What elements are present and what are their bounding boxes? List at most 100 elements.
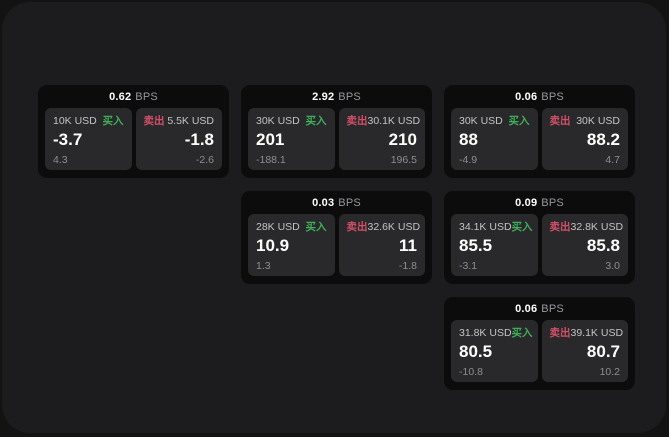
bps-value: 0.06 — [515, 90, 538, 103]
panel-top-row: 10K USD 买入 — [53, 115, 124, 127]
buy-size-label: 10K USD — [53, 115, 97, 127]
card-header: 0.03 BPS — [241, 191, 432, 214]
quote-card: 0.62 BPS 10K USD 买入 -3.7 4.3 卖出 — [38, 85, 229, 178]
sell-price-value: 88.2 — [586, 130, 620, 149]
bps-value: 0.09 — [515, 196, 538, 209]
buy-delta-value: -3.1 — [459, 260, 478, 272]
panel-top-row: 34.1K USD 买入 — [459, 221, 533, 233]
sell-price-value: 80.7 — [586, 342, 620, 361]
buy-panel[interactable]: 10K USD 买入 -3.7 4.3 — [45, 108, 132, 170]
sell-size-label: 5.5K USD — [167, 115, 214, 127]
sell-panel[interactable]: 卖出 30K USD 88.2 4.7 — [541, 108, 628, 170]
card-header: 0.09 BPS — [444, 191, 635, 214]
sell-side-label: 卖出 — [549, 115, 571, 127]
sell-delta-value: 4.7 — [605, 154, 620, 166]
buy-panel[interactable]: 28K USD 买入 10.9 1.3 — [248, 214, 335, 276]
quote-column-2: 2.92 BPS 30K USD 买入 201 -188.1 卖出 — [241, 85, 432, 284]
buy-panel[interactable]: 31.8K USD 买入 80.5 -10.8 — [451, 320, 538, 382]
quote-card: 0.06 BPS 30K USD 买入 88 -4.9 卖出 — [444, 85, 635, 178]
buy-price-value: -3.7 — [53, 130, 83, 149]
buy-delta-value: 1.3 — [256, 260, 271, 272]
sell-size-label: 30K USD — [576, 115, 620, 127]
sell-panel[interactable]: 卖出 30.1K USD 210 196.5 — [338, 108, 425, 170]
sell-delta-value: 196.5 — [390, 154, 417, 166]
sell-delta-value: 3.0 — [605, 260, 620, 272]
buy-size-label: 30K USD — [459, 115, 503, 127]
card-header: 0.62 BPS — [38, 85, 229, 108]
panel-top-row: 31.8K USD 买入 — [459, 327, 533, 339]
buy-size-label: 34.1K USD — [459, 221, 512, 233]
quote-column-1: 0.62 BPS 10K USD 买入 -3.7 4.3 卖出 — [38, 85, 229, 178]
sell-delta-value: 10.2 — [599, 366, 620, 378]
sell-price-value: -1.8 — [184, 130, 214, 149]
bps-unit-label: BPS — [541, 302, 564, 315]
panel-top-row: 卖出 32.8K USD — [549, 221, 624, 233]
buy-size-label: 31.8K USD — [459, 327, 512, 339]
bps-value: 0.62 — [109, 90, 132, 103]
buy-price-value: 85.5 — [459, 236, 493, 255]
buy-side-label: 买入 — [305, 115, 327, 127]
card-body: 31.8K USD 买入 80.5 -10.8 卖出 39.1K USD 80.… — [444, 320, 635, 382]
card-header: 2.92 BPS — [241, 85, 432, 108]
sell-side-label: 卖出 — [346, 221, 368, 233]
app-surface: 0.62 BPS 10K USD 买入 -3.7 4.3 卖出 — [2, 2, 666, 433]
bps-value: 0.06 — [515, 302, 538, 315]
panel-top-row: 卖出 30.1K USD — [346, 115, 421, 127]
panel-top-row: 卖出 32.6K USD — [346, 221, 421, 233]
sell-size-label: 32.6K USD — [367, 221, 421, 233]
buy-price-value: 88 — [459, 130, 478, 149]
panel-top-row: 卖出 39.1K USD — [549, 327, 624, 339]
buy-delta-value: -4.9 — [459, 154, 478, 166]
buy-side-label: 买入 — [511, 327, 533, 339]
panel-top-row: 卖出 30K USD — [550, 115, 621, 127]
buy-side-label: 买入 — [305, 221, 327, 233]
quote-card: 0.06 BPS 31.8K USD 买入 80.5 -10.8 卖 — [444, 297, 635, 390]
sell-price-value: 11 — [399, 236, 417, 255]
panel-top-row: 30K USD 买入 — [256, 115, 327, 127]
bps-unit-label: BPS — [135, 90, 158, 103]
bps-unit-label: BPS — [338, 196, 361, 209]
sell-side-label: 卖出 — [346, 115, 368, 127]
bps-unit-label: BPS — [541, 196, 564, 209]
buy-panel[interactable]: 30K USD 买入 88 -4.9 — [451, 108, 538, 170]
sell-panel[interactable]: 卖出 39.1K USD 80.7 10.2 — [541, 320, 628, 382]
sell-size-label: 39.1K USD — [570, 327, 624, 339]
sell-panel[interactable]: 卖出 5.5K USD -1.8 -2.6 — [135, 108, 222, 170]
bps-value: 2.92 — [312, 90, 335, 103]
panel-top-row: 30K USD 买入 — [459, 115, 530, 127]
buy-panel[interactable]: 34.1K USD 买入 85.5 -3.1 — [451, 214, 538, 276]
card-body: 30K USD 买入 88 -4.9 卖出 30K USD 88.2 4.7 — [444, 108, 635, 170]
card-body: 10K USD 买入 -3.7 4.3 卖出 5.5K USD -1.8 -2.… — [38, 108, 229, 170]
card-body: 28K USD 买入 10.9 1.3 卖出 32.6K USD 11 -1.8 — [241, 214, 432, 276]
buy-side-label: 买入 — [102, 115, 124, 127]
panel-top-row: 卖出 5.5K USD — [144, 115, 215, 127]
buy-delta-value: -188.1 — [256, 154, 286, 166]
quote-card: 2.92 BPS 30K USD 买入 201 -188.1 卖出 — [241, 85, 432, 178]
buy-delta-value: -10.8 — [459, 366, 483, 378]
bps-unit-label: BPS — [338, 90, 361, 103]
quote-card: 0.09 BPS 34.1K USD 买入 85.5 -3.1 卖出 — [444, 191, 635, 284]
sell-side-label: 卖出 — [549, 327, 571, 339]
sell-delta-value: -2.6 — [195, 154, 214, 166]
sell-side-label: 卖出 — [549, 221, 571, 233]
bps-value: 0.03 — [312, 196, 335, 209]
card-body: 34.1K USD 买入 85.5 -3.1 卖出 32.8K USD 85.8… — [444, 214, 635, 276]
bps-unit-label: BPS — [541, 90, 564, 103]
buy-side-label: 买入 — [511, 221, 533, 233]
panel-top-row: 28K USD 买入 — [256, 221, 327, 233]
sell-panel[interactable]: 卖出 32.6K USD 11 -1.8 — [338, 214, 425, 276]
sell-price-value: 210 — [388, 130, 417, 149]
card-header: 0.06 BPS — [444, 297, 635, 320]
buy-size-label: 28K USD — [256, 221, 300, 233]
sell-delta-value: -1.8 — [398, 260, 417, 272]
buy-price-value: 201 — [256, 130, 285, 149]
sell-side-label: 卖出 — [143, 115, 165, 127]
buy-delta-value: 4.3 — [53, 154, 68, 166]
quote-card: 0.03 BPS 28K USD 买入 10.9 1.3 卖出 — [241, 191, 432, 284]
buy-price-value: 80.5 — [459, 342, 493, 361]
card-header: 0.06 BPS — [444, 85, 635, 108]
buy-size-label: 30K USD — [256, 115, 300, 127]
buy-panel[interactable]: 30K USD 买入 201 -188.1 — [248, 108, 335, 170]
sell-panel[interactable]: 卖出 32.8K USD 85.8 3.0 — [541, 214, 628, 276]
quote-board: 0.62 BPS 10K USD 买入 -3.7 4.3 卖出 — [38, 85, 635, 390]
